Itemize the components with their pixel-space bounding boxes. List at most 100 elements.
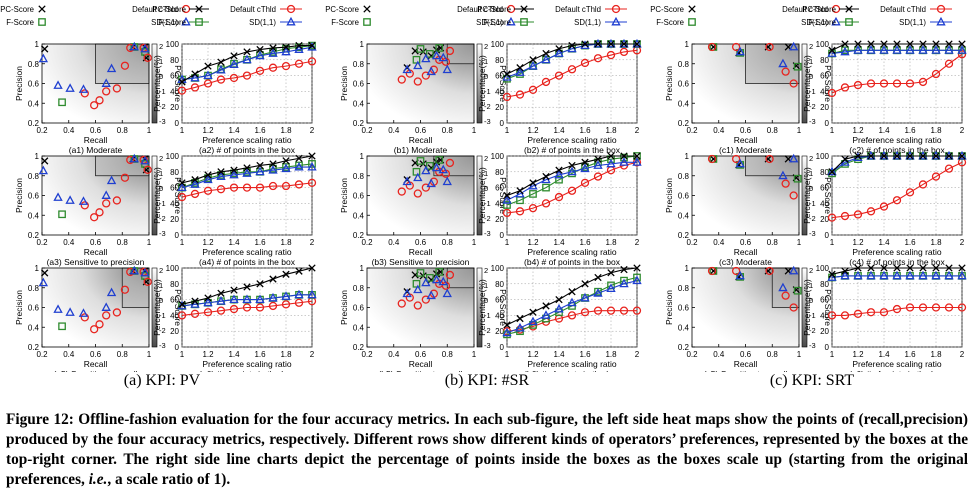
colorbar-tick-label: -3: [484, 341, 491, 350]
cthld-series-point: [918, 77, 928, 87]
y-tick-label: 0.4: [678, 323, 690, 332]
cthld-point: [90, 213, 99, 222]
pc-series-point: [516, 314, 524, 323]
sd-series-point: [255, 166, 265, 176]
sd-series-point: [281, 163, 291, 173]
cthld-series-point: [229, 73, 239, 83]
x-tick-label: 2: [310, 350, 315, 359]
x-tick-label: 1: [147, 350, 152, 359]
cthld-point: [781, 67, 790, 76]
x-tick-label: 0.8: [442, 350, 454, 359]
cthld-series-point: [216, 306, 226, 315]
subfigure-caption: (a2) # of points in the box: [199, 145, 296, 155]
sd-series-point: [229, 169, 239, 179]
cthld-series-point: [216, 185, 226, 194]
colorbar-tick-label: -3: [159, 117, 166, 126]
x-tick-label: 1.8: [930, 126, 942, 135]
x-tick-label: 0.8: [767, 238, 779, 247]
cthld-series-point: [606, 306, 616, 315]
x-tick-label: 1.8: [605, 126, 617, 135]
subfigure-caption: (b6) # of points in the box: [524, 369, 621, 372]
cthld-point: [397, 75, 406, 84]
x-tick-label: 1.4: [228, 350, 240, 359]
pc-series-point: [932, 152, 940, 160]
colorbar-tick-label: -2: [809, 214, 816, 223]
x-tick-label: 0.6: [415, 238, 427, 247]
sd-series-point: [281, 46, 291, 56]
legend-pc-score-marker: [688, 5, 696, 13]
y-axis-label: Percentage(%): [152, 55, 162, 112]
sd-series-point: [203, 70, 213, 80]
cthld-point: [731, 42, 741, 52]
cthld-point: [413, 301, 422, 310]
sd-point: [129, 153, 139, 163]
legend-line-pc-score-label: PC-Score: [802, 5, 836, 14]
pc-series-point: [607, 269, 615, 277]
subfigure-caption: (b3) Sensitive to precision: [372, 257, 470, 267]
x-tick-label: 1: [147, 238, 152, 247]
cthld-series-point: [242, 303, 252, 312]
y-tick-label: 0.8: [353, 284, 365, 293]
y-tick-label: 60: [170, 184, 179, 193]
y-tick-label: 0.8: [353, 172, 365, 181]
y-tick-label: 0.4: [353, 99, 365, 108]
x-tick-label: 2: [635, 350, 640, 359]
pc-series-point: [568, 41, 576, 50]
sd-series-line: [181, 46, 313, 81]
cthld-series-point: [567, 311, 577, 320]
sd-point: [101, 190, 111, 199]
f-point: [793, 174, 802, 183]
pc-series-point: [906, 152, 914, 160]
f-point: [793, 62, 802, 71]
y-tick-label: 20: [820, 327, 829, 336]
sd-series-point: [554, 303, 564, 313]
pc-series-point: [555, 166, 563, 174]
colorbar-tick-label: -2: [809, 326, 816, 335]
pc-series-point: [841, 155, 849, 163]
x-tick-label: 2: [310, 126, 315, 135]
sd-point: [53, 192, 63, 201]
colorbar: [801, 43, 808, 124]
y-tick-label: 0: [500, 343, 505, 352]
sd-series-point: [515, 322, 525, 332]
cthld-point: [765, 42, 774, 52]
sd-point: [421, 53, 431, 63]
cthld-series-point: [866, 207, 876, 216]
cthld-series-point: [840, 211, 850, 221]
heatmap-b3: 0.2 0.4 0.6 0.8 1 0.2 0.4 0.6 0.8 1 Recall Precisio…: [339, 152, 508, 267]
x-tick-label: 1: [830, 238, 835, 247]
y-tick-label: 40: [170, 199, 179, 208]
panel-caption-srt: (c) KPI: SRT: [769, 372, 855, 389]
y-tick-label: 0.2: [678, 119, 690, 128]
y-tick-label: 0.4: [353, 323, 365, 332]
cthld-series-point: [190, 83, 200, 92]
legend-f-score-label: F-Score: [6, 18, 34, 27]
pc-series-point: [620, 152, 628, 160]
cthld-point: [120, 285, 130, 294]
sd-point: [778, 58, 788, 68]
y-tick-label: 1: [360, 264, 365, 273]
cthld-point: [731, 266, 741, 276]
cthld-series-point: [840, 83, 850, 92]
sd-series-point: [918, 45, 928, 54]
y-tick-label: 100: [166, 40, 180, 49]
y-tick-label: 60: [820, 296, 829, 305]
cthld-point: [95, 96, 104, 105]
legend-line-f-marker: [195, 18, 203, 26]
f-series-point: [542, 183, 550, 192]
cthld-point: [143, 53, 152, 62]
y-tick-label: 60: [495, 184, 504, 193]
y-tick-label: 60: [820, 184, 829, 193]
colorbar-tick-label: -1: [809, 87, 816, 96]
sd-series-point: [567, 297, 577, 307]
pc-series-point: [256, 280, 264, 288]
colorbar-tick-label: -3: [809, 117, 816, 126]
pc-series-point: [256, 45, 264, 54]
linechart-frame: [831, 155, 963, 236]
y-tick-label: 0.6: [28, 80, 40, 89]
cthld-series-point: [853, 80, 863, 90]
cthld-point: [789, 79, 798, 88]
pc-point: [41, 45, 49, 53]
pc-series-point: [594, 40, 602, 48]
